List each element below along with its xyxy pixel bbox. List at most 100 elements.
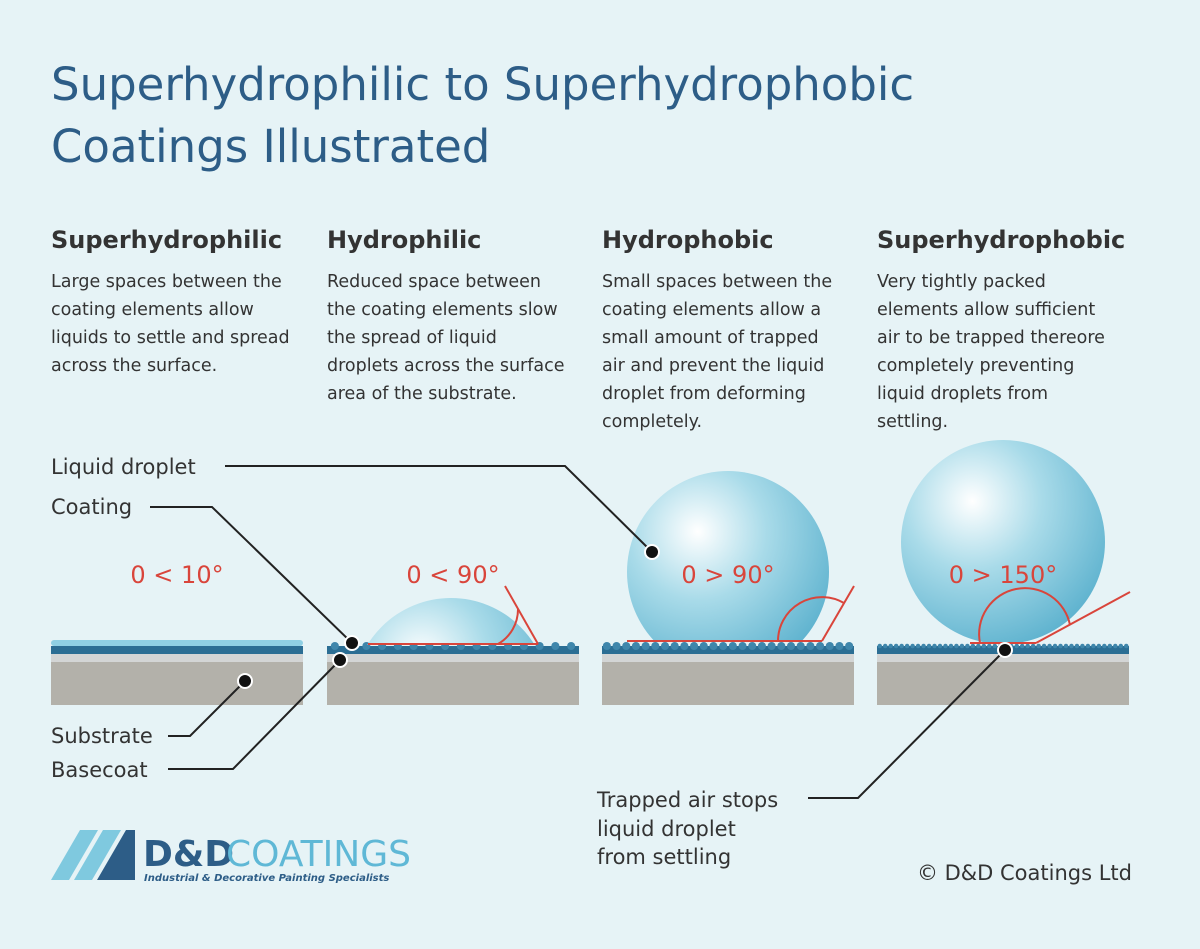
coating-element	[1069, 643, 1074, 649]
substrate	[327, 662, 579, 705]
coating-element	[915, 643, 921, 649]
column-body: droplet from deforming	[602, 384, 806, 404]
coating-element	[954, 643, 959, 649]
title-line: Superhydrophilic to Superhydrophobic	[51, 58, 914, 111]
coating-element	[154, 644, 158, 650]
coating-element	[787, 642, 795, 650]
angle-label: 0 < 10°	[130, 561, 223, 589]
coating-element	[699, 642, 708, 650]
column-body: the spread of liquid	[327, 328, 497, 348]
droplet	[901, 440, 1105, 644]
coating-element	[1036, 643, 1041, 649]
logo-brand: COATINGS	[226, 834, 411, 875]
coating-element	[777, 642, 786, 650]
coating-element	[70, 644, 74, 650]
coating-element	[987, 643, 992, 649]
coating-element	[981, 643, 987, 649]
coating-element	[976, 643, 981, 649]
coating-element	[1014, 643, 1019, 649]
column-body: droplets across the surface	[327, 356, 565, 376]
coating-element	[943, 643, 948, 649]
column-body: Large spaces between the	[51, 272, 282, 292]
column-body: air and prevent the liquid	[602, 356, 824, 376]
coating-element	[816, 642, 825, 650]
coating-element	[670, 642, 679, 650]
coating-element	[551, 642, 560, 650]
coating-element	[959, 643, 965, 649]
coating-element	[1085, 643, 1091, 649]
coating-element	[921, 643, 926, 649]
coating-element	[926, 643, 932, 649]
droplet	[367, 598, 535, 645]
coating-element	[877, 643, 882, 649]
coating-element	[757, 642, 766, 650]
column-heading: Hydrophilic	[327, 226, 481, 254]
callout: Basecoat	[51, 758, 148, 782]
basecoat	[602, 654, 854, 662]
coating-element	[622, 642, 631, 650]
coating-element	[932, 643, 937, 649]
column-body: completely preventing	[877, 356, 1074, 376]
coating-element	[845, 642, 854, 650]
callout: Trapped air stops	[596, 788, 778, 812]
column-body: coating elements allow	[51, 300, 254, 320]
substrate	[51, 662, 303, 705]
coating-element	[196, 644, 200, 650]
coating-element	[330, 642, 339, 650]
coating-element	[1063, 643, 1069, 649]
column-body: Reduced space between	[327, 272, 541, 292]
coating-element	[748, 642, 757, 650]
substrate	[877, 662, 1129, 705]
column-body: completely.	[602, 412, 702, 432]
film	[51, 640, 303, 646]
callout: liquid droplet	[597, 817, 736, 841]
logo-tagline: Industrial & Decorative Painting Special…	[144, 873, 389, 884]
coating-element	[965, 643, 970, 649]
column-body: Very tightly packed	[877, 272, 1046, 292]
coating-element	[651, 642, 660, 650]
callout: Liquid droplet	[51, 455, 196, 479]
droplet	[627, 471, 829, 642]
coating-element	[709, 642, 718, 650]
angle-label: 0 > 150°	[949, 561, 1057, 589]
coating-element	[719, 642, 728, 650]
coating-element	[893, 643, 899, 649]
coating-element	[1118, 643, 1124, 649]
coating-element	[1041, 643, 1047, 649]
column-heading: Superhydrophilic	[51, 226, 282, 254]
coating-element	[796, 642, 805, 650]
coating-element	[1102, 643, 1107, 649]
basecoat	[327, 654, 579, 662]
callout: from settling	[597, 845, 731, 869]
column-body: liquid droplets from	[877, 384, 1048, 404]
coating	[327, 646, 579, 654]
column-body: air to be trapped thereore	[877, 328, 1105, 348]
coating-element	[112, 644, 116, 650]
coating-element	[612, 642, 621, 650]
coating-element	[1030, 643, 1036, 649]
coating-element	[948, 643, 954, 649]
coating-element	[1019, 643, 1025, 649]
coating-element	[767, 642, 776, 650]
coating-element	[1124, 643, 1129, 649]
basecoat	[51, 654, 303, 662]
coating-element	[641, 642, 650, 650]
coating-element	[835, 642, 844, 650]
coating-element	[1025, 643, 1030, 649]
coating-element	[1074, 643, 1080, 649]
logo: D&D COATINGS Industrial & Decorative Pai…	[51, 830, 411, 884]
coating-element	[661, 642, 669, 650]
coating-element	[631, 642, 640, 650]
column-body: settling.	[877, 412, 948, 432]
column-body: coating elements allow a	[602, 300, 821, 320]
angle-marks	[368, 585, 1131, 645]
coating-element	[937, 643, 943, 649]
coating	[51, 646, 303, 654]
coating-element	[728, 642, 737, 650]
coating	[602, 646, 854, 654]
coating-element	[992, 643, 998, 649]
coating-element	[882, 643, 888, 649]
column-body: across the surface.	[51, 356, 217, 376]
coating-element	[1080, 643, 1085, 649]
